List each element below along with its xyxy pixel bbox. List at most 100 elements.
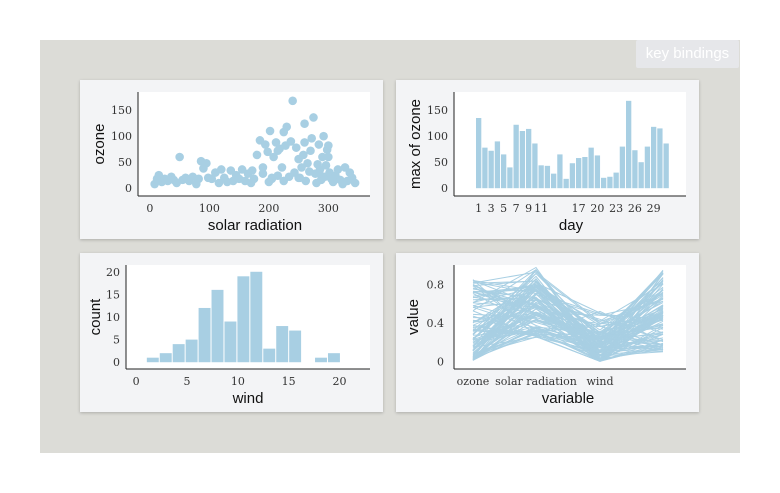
scatter-card: 0 100 200 300 0 50 100 150 solar radiation ozone xyxy=(80,80,383,239)
histogram-bar xyxy=(159,353,172,363)
bar xyxy=(582,157,588,189)
parallel-line xyxy=(472,311,664,362)
x-tick-label: 5 xyxy=(184,375,191,388)
x-tick-label: 20 xyxy=(333,375,347,388)
x-axis-label: wind xyxy=(232,390,264,407)
parallel-line xyxy=(472,282,664,351)
parallel-line xyxy=(472,294,664,360)
x-axis-label: variable xyxy=(542,390,595,407)
y-tick-label: 150 xyxy=(427,104,448,117)
bar xyxy=(482,147,488,189)
x-tick-label: 5 xyxy=(500,202,507,215)
bar xyxy=(651,126,657,189)
x-axis-label: day xyxy=(559,217,584,234)
histogram-bar xyxy=(146,357,159,363)
histogram-bar xyxy=(276,326,289,363)
y-tick-label: 0 xyxy=(113,356,120,369)
x-tick-label: 3 xyxy=(488,202,495,215)
bar xyxy=(632,150,638,189)
scatter-point xyxy=(299,150,308,160)
x-tick-label: 20 xyxy=(590,202,604,215)
scatter-point xyxy=(315,169,324,178)
scatter-chart: 0 100 200 300 0 50 100 150 solar radiation ozone xyxy=(91,92,370,234)
scatter-point xyxy=(194,174,203,184)
bar xyxy=(576,158,582,189)
parallel-line xyxy=(472,284,664,325)
bar xyxy=(613,172,619,189)
bar xyxy=(488,150,494,189)
scatter-point xyxy=(307,133,317,143)
scatter-point xyxy=(282,122,292,132)
scatter-point xyxy=(269,152,278,162)
bar xyxy=(638,162,644,189)
bar xyxy=(494,141,501,189)
bar-card: 1 3 5 7 9 11 17 20 23 26 29 0 50 100 150 day max of ozon… xyxy=(396,80,699,239)
bar xyxy=(594,155,601,189)
scatter-point xyxy=(294,173,303,183)
parallel-line xyxy=(472,289,664,340)
scatter-point xyxy=(252,150,262,160)
scatter-point xyxy=(273,171,283,181)
y-tick-label: 10 xyxy=(106,311,120,324)
parallel-line xyxy=(472,319,664,352)
bar xyxy=(663,143,669,189)
scatter-point xyxy=(279,176,289,186)
scatter-point xyxy=(263,147,272,157)
scatter-point xyxy=(288,96,297,106)
key-bindings-button[interactable]: key bindings xyxy=(636,40,739,68)
histogram-bar xyxy=(172,344,185,363)
bar xyxy=(476,118,482,189)
scatter-point xyxy=(277,163,287,172)
scatter-point xyxy=(202,158,211,168)
bar xyxy=(507,167,513,189)
scatter-point xyxy=(271,138,281,147)
histogram-bar xyxy=(224,321,237,363)
y-tick-label: 0 xyxy=(441,182,448,195)
bar xyxy=(619,146,626,189)
y-tick-label: 150 xyxy=(111,104,132,117)
y-tick-label: 5 xyxy=(113,334,120,347)
scatter-point xyxy=(175,152,184,162)
parallel-line xyxy=(472,307,664,361)
bar xyxy=(532,143,538,189)
y-axis-label: ozone xyxy=(91,124,108,165)
scatter-point xyxy=(214,178,224,188)
parallel-line xyxy=(472,326,664,356)
bar xyxy=(513,124,519,189)
histogram-card: 0 5 10 15 20 0 5 10 15 20 wind count xyxy=(80,253,383,412)
x-tick-label: 11 xyxy=(534,202,548,215)
parallel-line xyxy=(472,309,664,356)
y-tick-label: 0 xyxy=(437,355,444,368)
scatter-point xyxy=(300,138,309,147)
x-tick-label: 7 xyxy=(513,202,520,215)
histogram-bar xyxy=(211,289,224,363)
scatter-point xyxy=(264,177,274,187)
x-tick-label: 9 xyxy=(525,202,532,215)
scatter-point xyxy=(265,126,275,136)
scatter-point xyxy=(300,119,309,129)
scatter-point xyxy=(350,178,360,188)
y-axis-label: count xyxy=(87,298,104,336)
x-tick-label: ozone xyxy=(457,375,490,388)
bar xyxy=(519,131,526,189)
x-tick-label: 26 xyxy=(628,202,642,215)
bar-chart: 1 3 5 7 9 11 17 20 23 26 29 0 50 100 150 day max of ozon… xyxy=(407,92,686,234)
scatter-point xyxy=(324,152,333,162)
parallel-line xyxy=(472,305,664,341)
bar xyxy=(607,176,613,189)
scatter-point xyxy=(314,140,324,149)
bar xyxy=(538,165,544,189)
histogram-bar xyxy=(250,271,263,363)
x-axis-label: solar radiation xyxy=(208,217,302,234)
scatter-point xyxy=(333,165,343,174)
y-tick-label: 0 xyxy=(125,182,132,195)
x-tick-label: 0 xyxy=(146,202,153,215)
parallel-chart: ozone solar radiation wind 0 0.4 0.8 variable v… xyxy=(405,265,686,407)
scatter-point xyxy=(306,146,315,156)
y-tick-label: 20 xyxy=(106,266,120,279)
x-tick-label: 15 xyxy=(282,375,296,388)
y-tick-label: 50 xyxy=(118,156,132,169)
scatter-point xyxy=(319,131,328,141)
histogram-bar xyxy=(237,276,250,363)
histogram-chart: 0 5 10 15 20 0 5 10 15 20 wind count xyxy=(87,265,370,407)
